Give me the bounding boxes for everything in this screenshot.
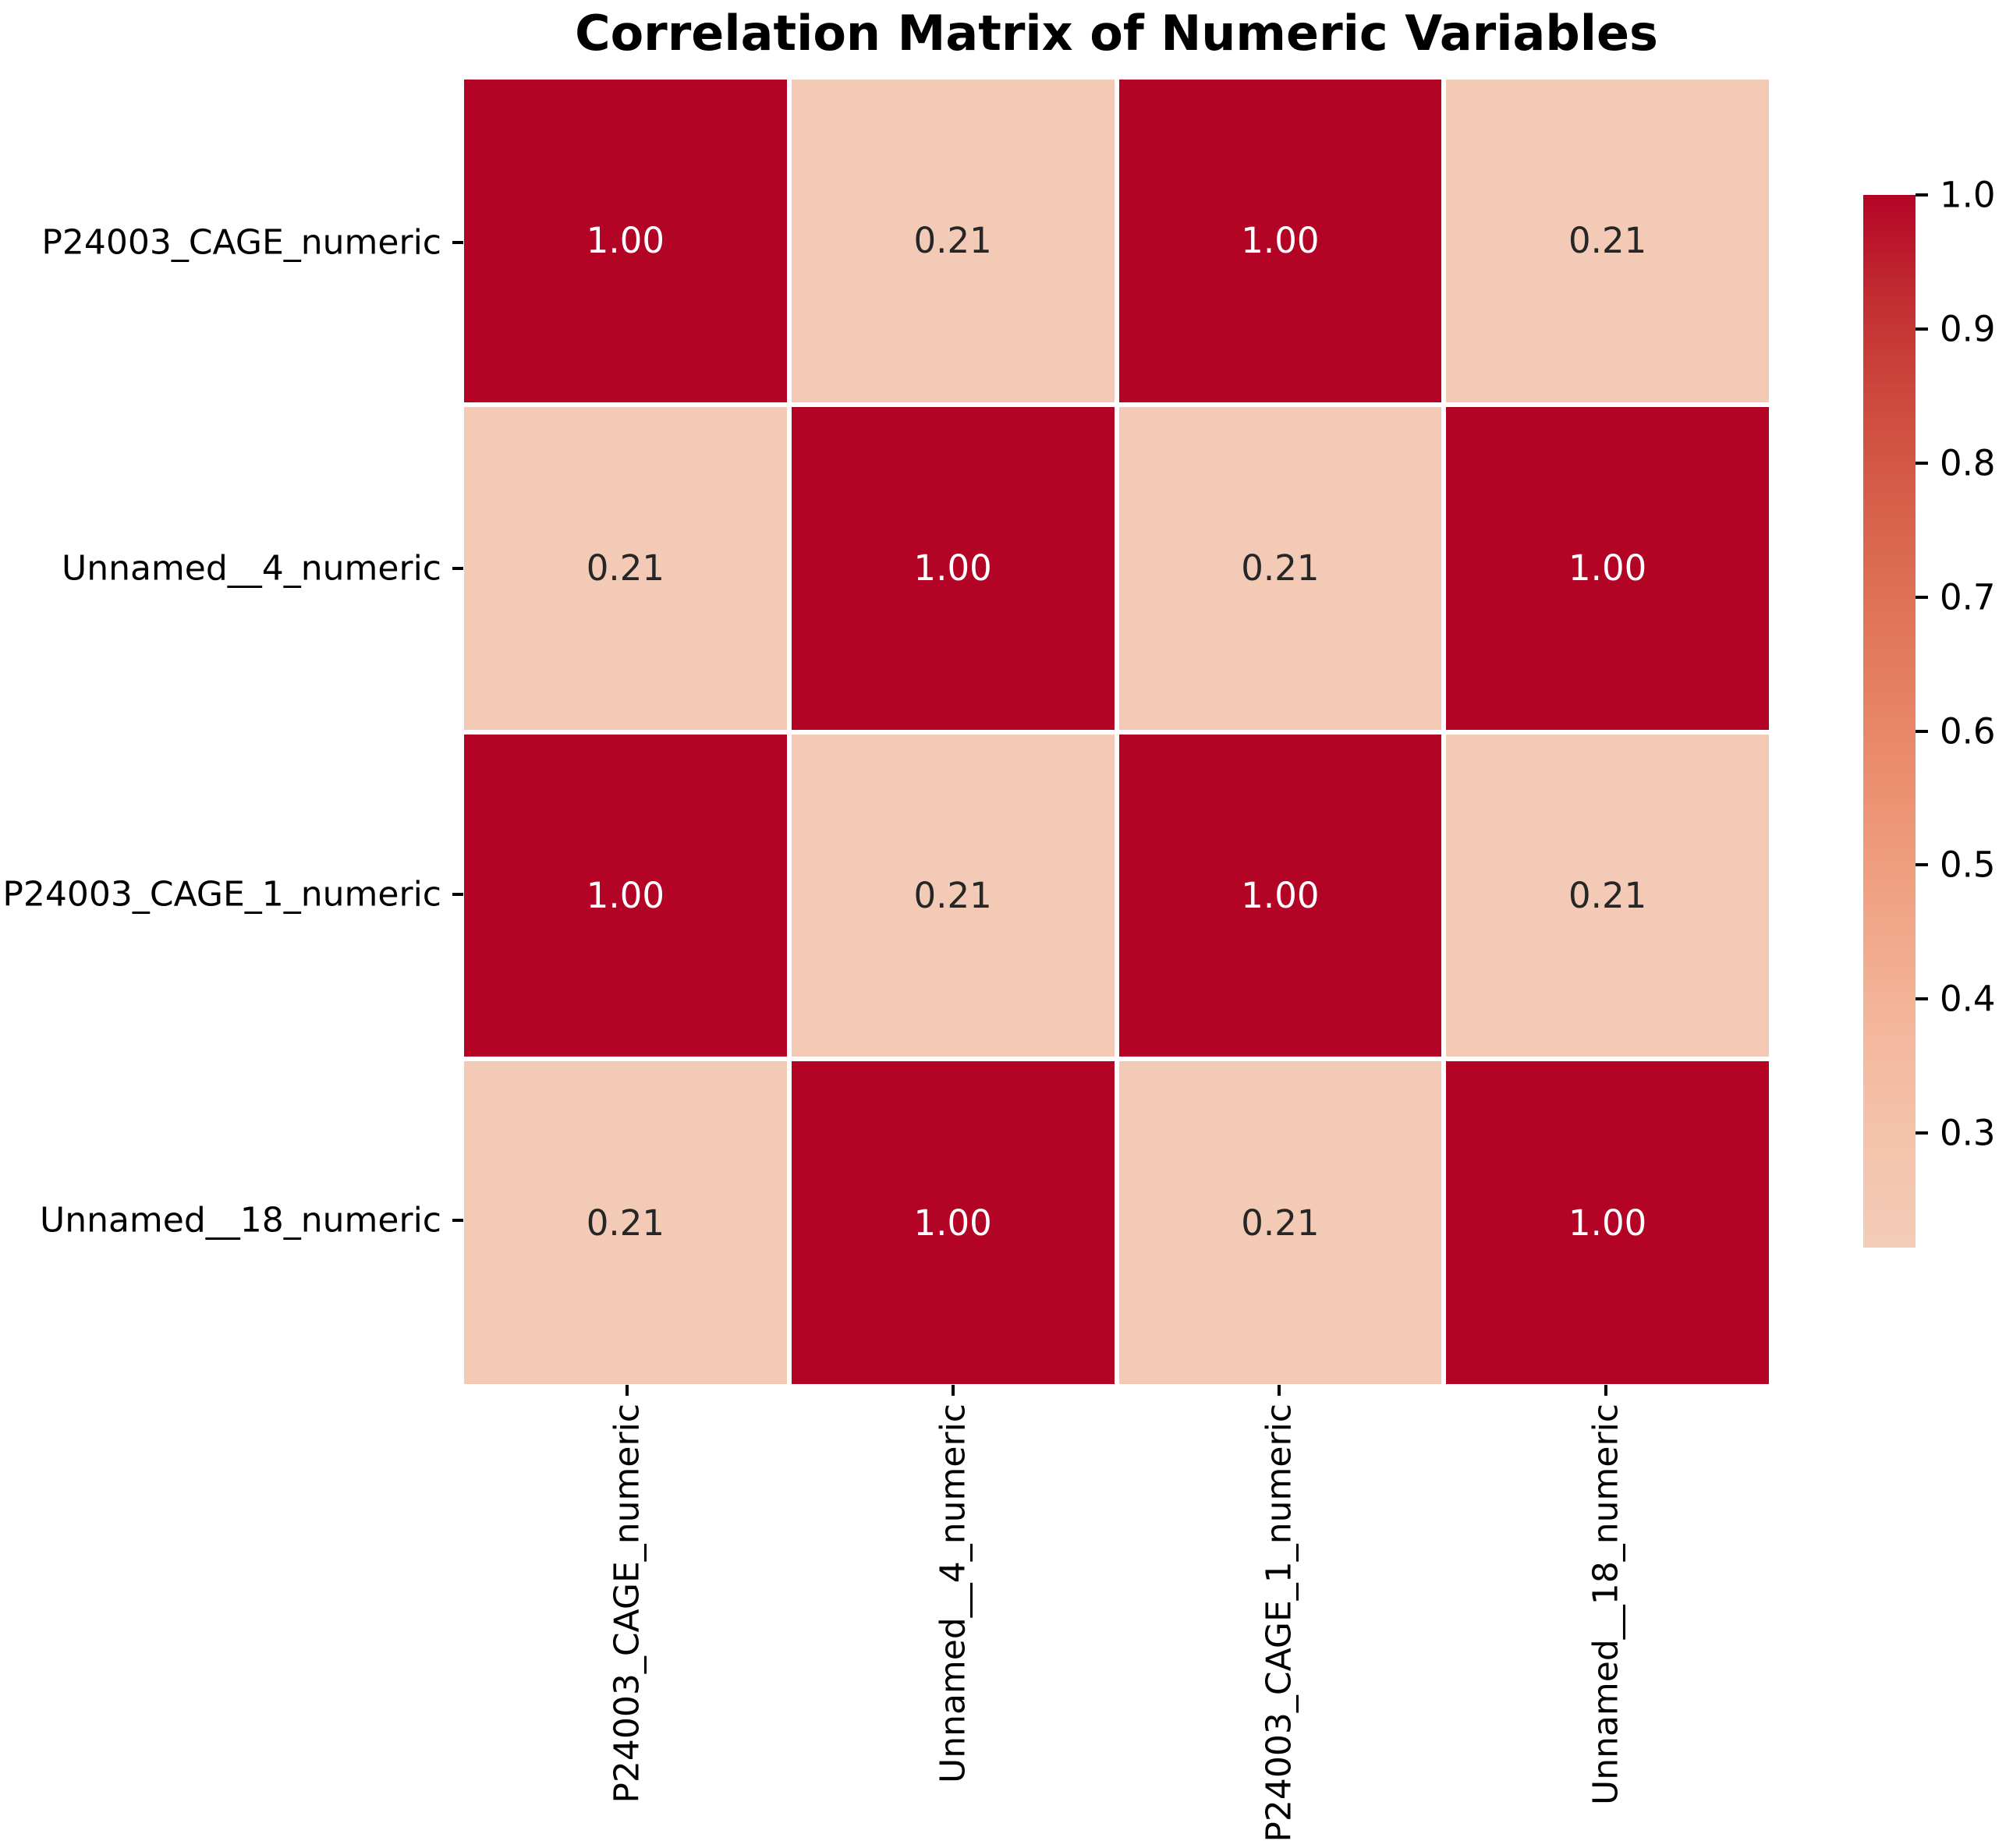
y-tick-mark-2 — [452, 893, 463, 896]
colorbar-tick-mark-7 — [1916, 1131, 1928, 1135]
heatmap-cell-r2c3: 0.21 — [1446, 734, 1769, 1057]
heatmap-cell-r0c1: 0.21 — [791, 80, 1115, 402]
heatmap-cell-r0c0: 1.00 — [464, 80, 787, 402]
x-tick-mark-1 — [952, 1385, 955, 1396]
y-axis-label-3: Unnamed__18_numeric — [39, 1200, 441, 1241]
heatmap-cell-r2c2: 1.00 — [1118, 734, 1442, 1057]
heatmap-cell-r1c2: 0.21 — [1118, 406, 1442, 730]
colorbar-tick-mark-2 — [1916, 462, 1928, 465]
x-tick-mark-0 — [626, 1385, 629, 1396]
colorbar-tick-mark-1 — [1916, 327, 1928, 331]
heatmap-cell-r1c1: 1.00 — [791, 406, 1115, 730]
colorbar-tick-label-2: 0.8 — [1940, 442, 1996, 484]
colorbar-tick-mark-0 — [1916, 193, 1928, 196]
colorbar-tick-mark-6 — [1916, 997, 1928, 1000]
colorbar-tick-label-6: 0.4 — [1940, 978, 1996, 1020]
x-axis-label-1: Unnamed__4_numeric — [933, 1404, 973, 1784]
colorbar-tick-label-1: 0.9 — [1940, 308, 1996, 350]
colorbar-tick-label-3: 0.7 — [1940, 576, 1996, 618]
colorbar-gradient — [1863, 195, 1916, 1248]
colorbar-tick-label-0: 1.0 — [1940, 174, 1996, 216]
y-axis-label-0: P24003_CAGE_numeric — [41, 222, 441, 263]
heatmap-cell-r1c0: 0.21 — [464, 406, 787, 730]
colorbar-tick-label-5: 0.5 — [1940, 844, 1996, 886]
x-tick-mark-3 — [1604, 1385, 1607, 1396]
y-axis-label-1: Unnamed__4_numeric — [61, 548, 441, 589]
colorbar: 1.0 0.9 0.8 0.7 0.6 0.5 0.4 0.3 — [1863, 175, 2013, 1248]
y-tick-mark-0 — [452, 241, 463, 244]
x-axis-label-0: P24003_CAGE_numeric — [607, 1404, 647, 1804]
chart-title: Correlation Matrix of Numeric Variables — [575, 5, 1658, 62]
heatmap-cell-r0c2: 1.00 — [1118, 80, 1442, 402]
x-axis-label-2: P24003_CAGE_1_numeric — [1259, 1404, 1299, 1843]
x-axis-label-3: Unnamed__18_numeric — [1586, 1404, 1626, 1806]
colorbar-tick-mark-4 — [1916, 730, 1928, 733]
heatmap-cell-r3c1: 1.00 — [791, 1061, 1115, 1384]
y-tick-mark-3 — [452, 1219, 463, 1222]
heatmap-cell-r2c1: 0.21 — [791, 734, 1115, 1057]
heatmap-cell-r2c0: 1.00 — [464, 734, 787, 1057]
heatmap-cell-r1c3: 1.00 — [1446, 406, 1769, 730]
heatmap-grid: 1.00 0.21 1.00 0.21 0.21 1.00 0.21 1.00 … — [464, 80, 1769, 1384]
x-tick-mark-2 — [1278, 1385, 1281, 1396]
colorbar-tick-mark-5 — [1916, 863, 1928, 866]
y-tick-mark-1 — [452, 567, 463, 570]
y-axis-label-2: P24003_CAGE_1_numeric — [2, 874, 441, 915]
colorbar-tick-label-7: 0.3 — [1940, 1112, 1996, 1154]
colorbar-tick-mark-3 — [1916, 596, 1928, 599]
heatmap-cell-r3c2: 0.21 — [1118, 1061, 1442, 1384]
colorbar-tick-label-4: 0.6 — [1940, 710, 1996, 752]
heatmap-cell-r0c3: 0.21 — [1446, 80, 1769, 402]
heatmap-cell-r3c3: 1.00 — [1446, 1061, 1769, 1384]
heatmap-cell-r3c0: 0.21 — [464, 1061, 787, 1384]
